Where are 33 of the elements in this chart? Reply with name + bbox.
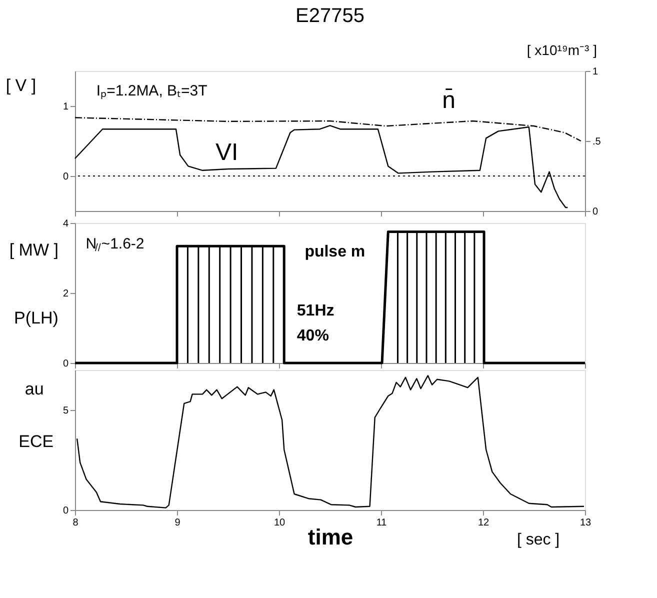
x-tick-label: 12 — [478, 518, 490, 528]
y-tick-label: 0 — [62, 506, 69, 516]
y2-tick-label: 0 — [592, 206, 598, 218]
text: P(LH) — [14, 308, 58, 328]
x-tick-label: 9 — [174, 518, 181, 528]
annotation: pulse m — [304, 244, 366, 261]
y-tick-label: 1 — [62, 102, 69, 112]
x-axis-title: time — [308, 524, 354, 550]
y-tick-label: 4 — [62, 218, 69, 230]
y-tick-label: 2 — [62, 288, 69, 300]
y-tick-label: 0 — [62, 358, 69, 370]
text: [ sec ] — [516, 531, 560, 548]
x-tick-label: 11 — [376, 518, 388, 528]
annotation: 40% — [296, 327, 329, 344]
y-tick-label: 5 — [62, 406, 69, 416]
x-tick-label: 8 — [72, 518, 79, 528]
annotation: Iₚ=1.2MA, Bₜ=3T — [96, 82, 208, 100]
y-axis-title: au — [24, 380, 44, 399]
x-tick-label: 10 — [274, 518, 286, 528]
y-axis-title: [ V ] — [6, 76, 36, 95]
series-label: n̄ — [442, 86, 456, 114]
y2-tick-label: 1 — [592, 66, 598, 78]
x-tick-label: 13 — [580, 518, 592, 528]
y-tick-label: 0 — [62, 172, 69, 182]
text: ECE — [18, 432, 54, 452]
y2-tick-label: .5 — [592, 136, 602, 148]
y2-axis-title: [ x10¹⁹m⁻³ ] — [526, 42, 597, 58]
chart-title: E27755 — [296, 5, 364, 27]
line-series — [76, 375, 585, 508]
y-axis-title: [ MW ] — [9, 240, 58, 260]
annotation: N//~1.6-2 — [86, 236, 144, 254]
series-label: VI — [215, 138, 238, 166]
annotation: 51Hz — [296, 302, 334, 320]
